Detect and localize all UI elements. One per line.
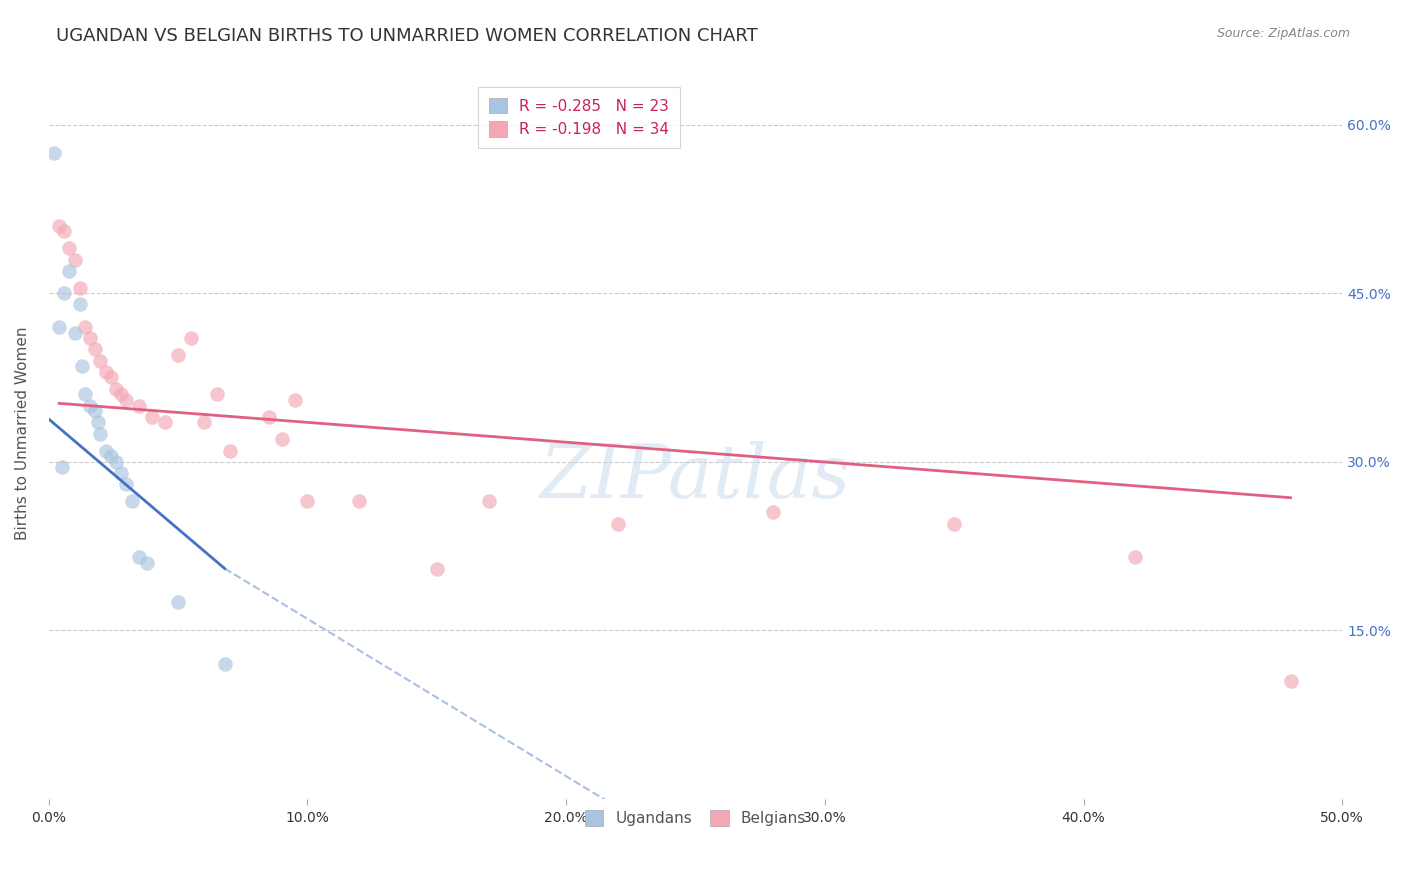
Point [63,326,86,340]
Text: ZIPatlas: ZIPatlas [540,442,851,514]
Point [115,392,138,407]
Point [128,550,150,565]
Point [72,359,94,374]
Point [79,331,101,345]
Point [115,477,138,491]
Point [128,399,150,413]
Y-axis label: Births to Unmarried Women: Births to Unmarried Women [15,327,30,541]
Point [1123,550,1146,565]
Point [69,280,91,294]
Point [94,443,117,458]
Point [110,466,132,480]
Legend: Ugandans, Belgians: Ugandans, Belgians [575,801,815,835]
Point [89,426,111,441]
Point [73,320,96,334]
Point [762,505,785,519]
Point [42,145,65,160]
Text: UGANDAN VS BELGIAN BIRTHS TO UNMARRIED WOMEN CORRELATION CHART: UGANDAN VS BELGIAN BIRTHS TO UNMARRIED W… [56,27,758,45]
Point [58,241,80,255]
Point [105,455,128,469]
Point [110,387,132,401]
Point [270,432,292,446]
Point [347,494,370,508]
Point [153,416,176,430]
Point [87,416,110,430]
Point [167,595,190,609]
Point [180,331,202,345]
Point [69,297,91,311]
Point [257,409,280,424]
Point [58,264,80,278]
Point [205,387,228,401]
Point [94,365,117,379]
Point [214,657,236,671]
Point [105,382,128,396]
Point [943,516,966,531]
Point [53,224,76,238]
Point [167,348,190,362]
Point [73,387,96,401]
Point [121,494,143,508]
Point [426,561,449,575]
Point [63,252,86,267]
Point [283,392,305,407]
Point [79,399,101,413]
Point [100,370,122,384]
Point [51,460,73,475]
Point [48,219,70,233]
Point [193,416,215,430]
Point [100,449,122,463]
Point [53,286,76,301]
Point [218,443,240,458]
Point [48,320,70,334]
Point [89,353,111,368]
Point [297,494,319,508]
Point [141,409,163,424]
Point [606,516,628,531]
Point [136,556,159,570]
Text: Source: ZipAtlas.com: Source: ZipAtlas.com [1216,27,1350,40]
Point [84,404,107,418]
Point [84,343,107,357]
Point [477,494,499,508]
Point [1279,673,1302,688]
